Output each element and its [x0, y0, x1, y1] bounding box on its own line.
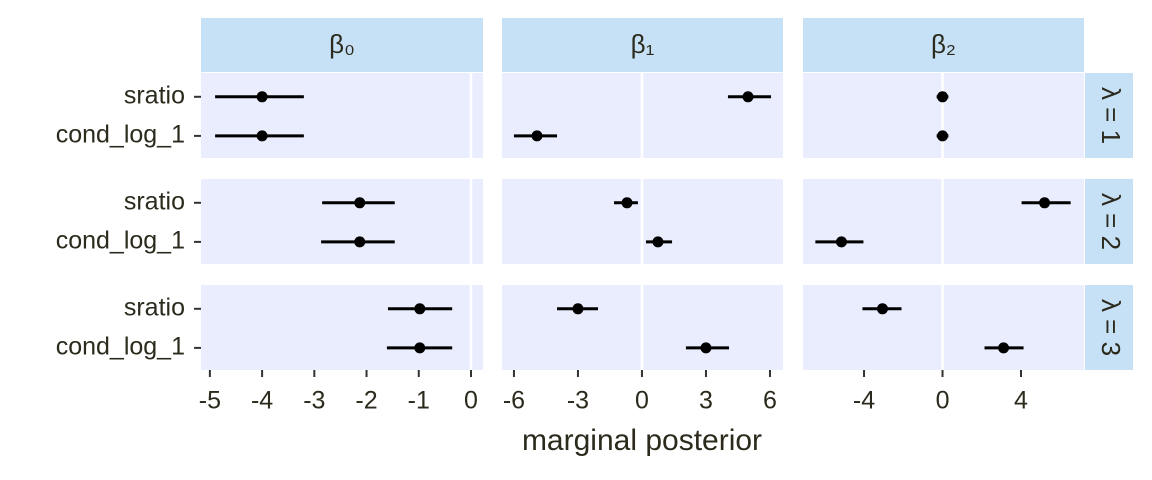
y-tick-label: sratio: [124, 293, 185, 321]
y-tick-label: sratio: [124, 187, 185, 215]
column-strip: [502, 18, 783, 72]
point: [652, 236, 664, 248]
point: [700, 342, 712, 354]
x-tick-label: -4: [251, 387, 273, 415]
point: [414, 303, 426, 315]
point: [835, 236, 847, 248]
x-tick-label: 3: [699, 387, 713, 415]
point: [256, 130, 268, 142]
row-strip: [1085, 285, 1133, 370]
panel: [201, 179, 483, 264]
row-strip: [1085, 73, 1133, 158]
x-tick-label: -5: [199, 387, 221, 415]
point: [414, 342, 426, 354]
point: [937, 91, 949, 103]
x-tick-label: 0: [464, 387, 478, 415]
column-strip-label: β₂: [931, 29, 956, 59]
x-tick-label: 6: [763, 387, 777, 415]
point: [354, 236, 366, 248]
panel: [201, 285, 483, 370]
x-tick-label: -2: [355, 387, 377, 415]
y-tick-label: cond_log_1: [56, 121, 185, 149]
point: [876, 303, 888, 315]
x-tick-label: -1: [408, 387, 430, 415]
point: [742, 91, 754, 103]
point: [354, 197, 366, 209]
column-strip: [201, 18, 483, 72]
x-tick-label: -6: [503, 387, 525, 415]
x-tick-label: 0: [635, 387, 649, 415]
column-strip-label: β₀: [329, 29, 355, 59]
column-strip: [803, 18, 1084, 72]
x-tick-label: -3: [567, 387, 589, 415]
row-strip: [1085, 179, 1133, 264]
y-tick-label: cond_log_1: [56, 227, 185, 255]
column-strip-label: β₁: [631, 29, 655, 59]
point: [531, 130, 543, 142]
point: [998, 342, 1010, 354]
point: [937, 130, 949, 142]
x-tick-label: -3: [303, 387, 325, 415]
y-tick-label: cond_log_1: [56, 333, 185, 361]
row-strip-label: λ = 1: [1096, 87, 1126, 144]
x-tick-label: 4: [1014, 387, 1028, 415]
point: [1039, 197, 1051, 209]
x-axis-title: marginal posterior: [522, 424, 762, 457]
y-tick-label: sratio: [124, 81, 185, 109]
panel: [201, 73, 483, 158]
row-strip-label: λ = 2: [1096, 193, 1126, 250]
point: [256, 91, 268, 103]
row-strip-label: λ = 3: [1096, 299, 1126, 356]
x-tick-label: 0: [936, 387, 950, 415]
point: [621, 197, 633, 209]
x-tick-label: -4: [853, 387, 875, 415]
point: [572, 303, 584, 315]
